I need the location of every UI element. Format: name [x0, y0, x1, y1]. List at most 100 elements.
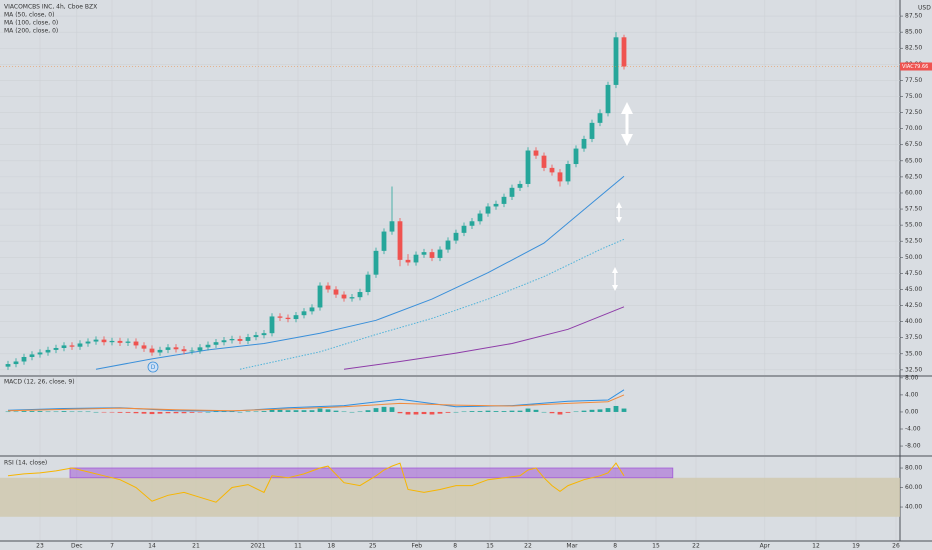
- candle-body: [589, 122, 595, 139]
- y-tick-label: 62.50: [905, 173, 922, 180]
- y-tick-label: 0.00: [905, 408, 919, 415]
- y-tick-label: 75.00: [905, 93, 922, 100]
- candle-body: [573, 148, 579, 165]
- histogram-bar: [477, 411, 483, 412]
- x-tick-label: 12: [812, 543, 820, 550]
- histogram-bar: [277, 409, 283, 412]
- histogram-bar: [125, 411, 131, 413]
- histogram-bar: [93, 411, 99, 413]
- histogram-bar: [69, 411, 75, 413]
- histogram-bar: [301, 410, 307, 412]
- histogram-bar: [485, 410, 491, 412]
- highlight-box: [69, 467, 674, 479]
- histogram-bar: [309, 410, 315, 412]
- x-tick-label: 11: [294, 543, 302, 550]
- candle-body: [109, 340, 115, 343]
- candle-body: [69, 345, 75, 347]
- histogram-bar: [237, 411, 243, 413]
- candle-body: [165, 347, 171, 350]
- x-tick-label: 15: [486, 543, 494, 550]
- y-tick-label: 82.50: [905, 45, 922, 52]
- rsi-band: [0, 477, 900, 517]
- candle-body: [237, 338, 243, 341]
- pane-title: RSI (14, close): [4, 460, 47, 467]
- y-tick-label: 42.50: [905, 302, 922, 309]
- histogram-bar: [117, 411, 123, 413]
- y-tick-label: 37.50: [905, 334, 922, 341]
- candle-body: [333, 289, 339, 295]
- y-tick-label: 50.00: [905, 254, 922, 261]
- histogram-bar: [333, 410, 339, 412]
- histogram-bar: [621, 408, 627, 412]
- candle-body: [485, 206, 491, 214]
- candle-body: [613, 37, 619, 85]
- candle-body: [61, 345, 67, 348]
- y-tick-label: 52.50: [905, 238, 922, 245]
- candle-body: [381, 231, 387, 251]
- x-tick-label: Feb: [411, 543, 422, 550]
- candle-body: [557, 172, 563, 182]
- candle-body: [301, 311, 307, 316]
- candle-body: [349, 297, 355, 299]
- histogram-bar: [413, 411, 419, 415]
- histogram-bar: [165, 411, 171, 414]
- candle-body: [125, 341, 131, 343]
- moving-average-line: [343, 306, 625, 370]
- candle-body: [317, 285, 323, 308]
- candle-body: [437, 249, 443, 258]
- histogram-bar: [245, 411, 251, 413]
- x-tick-label: Dec: [71, 543, 83, 550]
- histogram-bar: [157, 411, 163, 414]
- histogram-bar: [365, 410, 371, 412]
- histogram-bar: [261, 411, 267, 412]
- histogram-bar: [13, 411, 19, 413]
- histogram-bar: [469, 411, 475, 412]
- candle-body: [565, 164, 571, 182]
- histogram-bar: [149, 411, 155, 415]
- candle-body: [93, 339, 99, 342]
- histogram-bar: [549, 411, 555, 414]
- y-tick-label: -8.00: [905, 443, 921, 450]
- legend-entry: MA (200, close, 0): [4, 28, 58, 35]
- candle-body: [245, 337, 251, 341]
- candle-body: [293, 315, 299, 320]
- candle-body: [253, 335, 259, 338]
- candle-body: [341, 294, 347, 299]
- histogram-bar: [5, 411, 11, 413]
- histogram-bar: [21, 411, 27, 412]
- x-tick-label: 22: [524, 543, 532, 550]
- candle-body: [413, 254, 419, 263]
- histogram-bar: [461, 411, 467, 413]
- histogram-bar: [189, 411, 195, 413]
- x-tick-label: 8: [613, 543, 617, 550]
- x-tick-label: 23: [36, 543, 44, 550]
- histogram-bar: [197, 411, 203, 413]
- histogram-bar: [541, 411, 547, 413]
- currency-label: USD: [918, 5, 931, 12]
- histogram-bar: [229, 411, 235, 413]
- candle-body: [509, 187, 515, 197]
- candle-body: [525, 150, 531, 184]
- histogram-bar: [501, 411, 507, 412]
- histogram-bar: [357, 411, 363, 413]
- histogram-bar: [173, 411, 179, 414]
- candle-body: [5, 364, 11, 367]
- histogram-bar: [429, 411, 435, 415]
- y-tick-label: 85.00: [905, 29, 922, 36]
- histogram-bar: [493, 411, 499, 412]
- histogram-bar: [453, 411, 459, 413]
- x-tick-label: 19: [852, 543, 860, 550]
- y-tick-label: 70.00: [905, 125, 922, 132]
- histogram-bar: [141, 411, 147, 414]
- candle-body: [117, 340, 123, 343]
- candle-body: [501, 196, 507, 204]
- y-tick-label: 55.00: [905, 222, 922, 229]
- x-tick-label: Mar: [566, 543, 578, 550]
- candle-body: [77, 343, 83, 347]
- histogram-bar: [573, 411, 579, 413]
- candle-body: [205, 344, 211, 348]
- x-tick-label: 2021: [250, 543, 265, 550]
- histogram-bar: [613, 405, 619, 412]
